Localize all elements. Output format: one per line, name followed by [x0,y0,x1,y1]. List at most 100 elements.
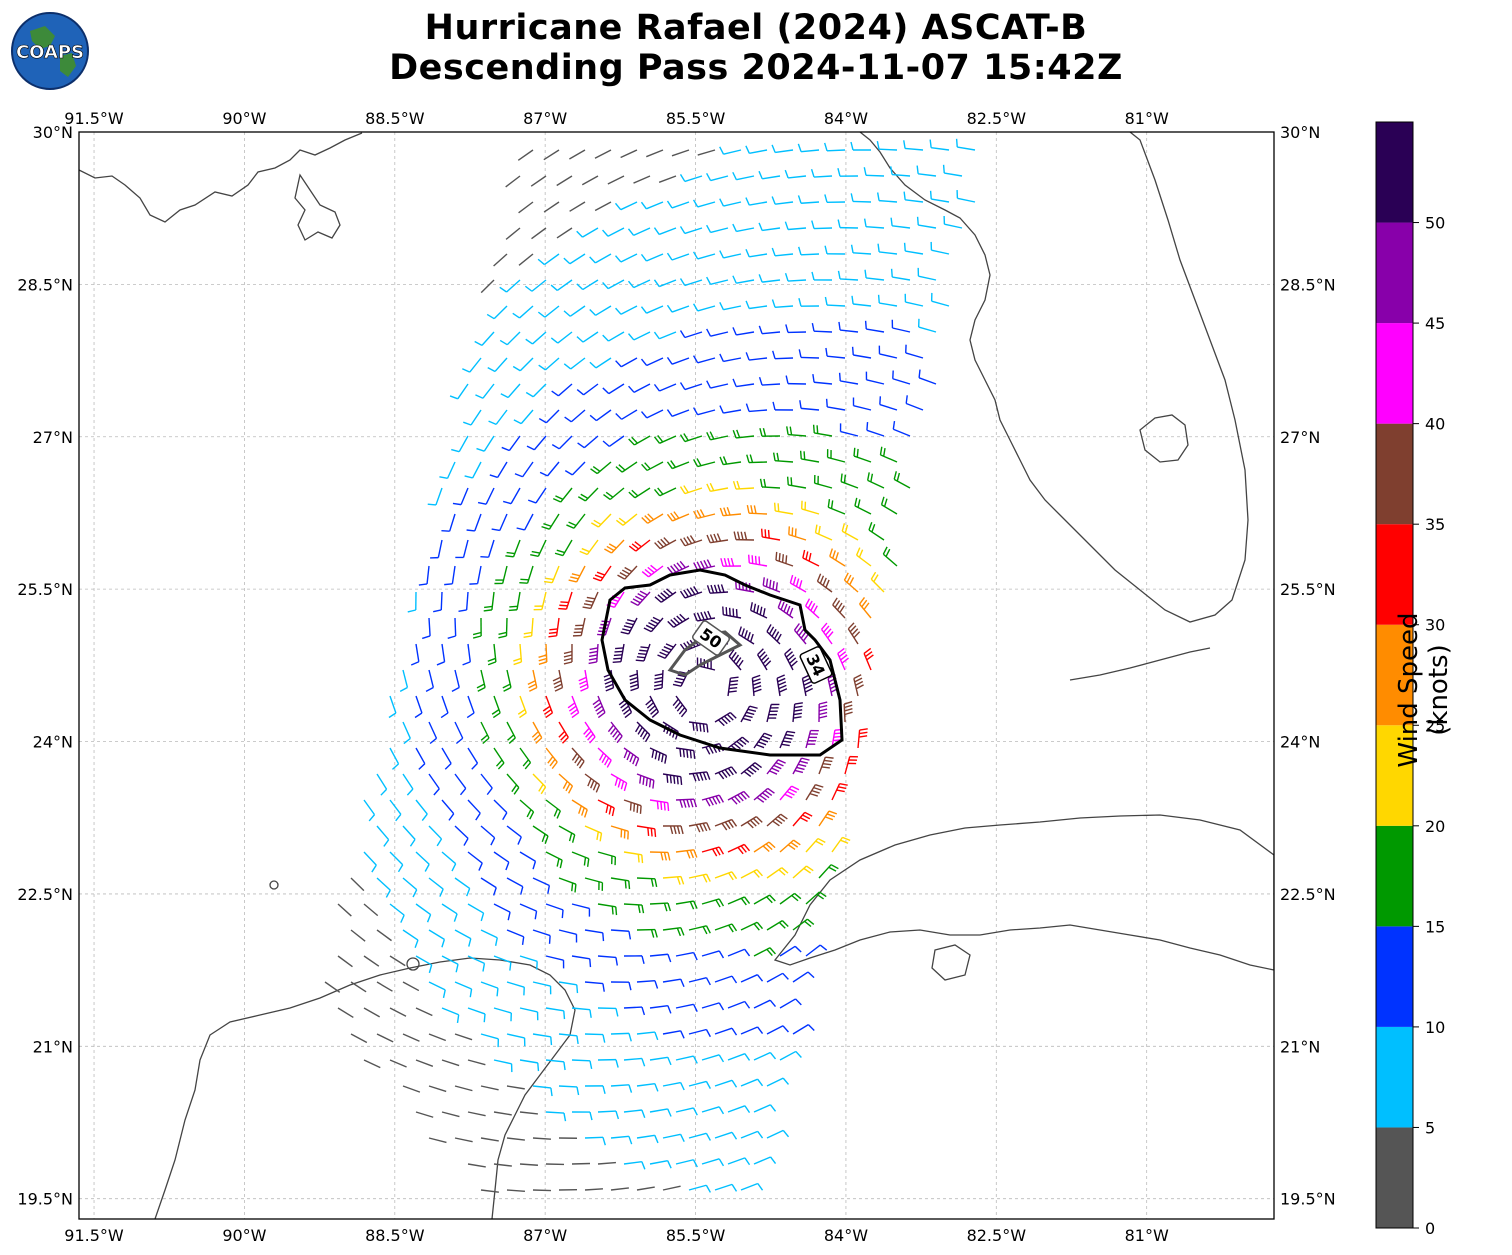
wind-barb [548,617,560,638]
wind-barb [813,474,833,489]
wind-barb [452,487,469,506]
wind-barb [891,319,911,333]
wind-barb [903,242,924,255]
yucatan-coast [154,957,576,1219]
wind-barb [850,193,872,203]
wind-barb [623,1109,646,1118]
wind-barb [688,976,711,986]
wind-barb [882,546,898,567]
wind-barb [866,472,885,489]
wind-barb [623,1006,646,1016]
wind-barb [513,643,523,666]
wind-barb [789,574,807,593]
wind-barb [467,1111,486,1117]
lon-tick-label: 81°W [1125,109,1169,128]
wind-barb [454,721,464,745]
wind-barb [675,747,696,759]
wind-barb [604,539,625,554]
wind-barb [617,565,638,580]
lon-tick-label: 85.5°W [666,1226,726,1245]
wind-barb [525,331,547,345]
wind-barb [389,851,404,873]
wind-barb [363,903,379,917]
wind-barb [389,1007,407,1017]
wind-barb [837,270,859,281]
wind-barb [532,773,547,795]
wind-barb [905,395,924,411]
wind-barb [636,877,658,887]
wind-barb [607,175,625,185]
wind-barb [635,721,651,743]
wind-barb [675,798,698,808]
wind-barb [831,836,851,853]
wind-barb [571,851,590,867]
wind-barb [506,825,522,845]
wind-barb [428,1085,447,1093]
wind-barb [714,711,737,727]
wind-barb [654,537,677,550]
wind-barb [451,669,460,692]
wind-barb [701,1158,725,1167]
wind-barb [662,875,685,885]
wind-barb [584,981,605,992]
wind-barb [825,398,846,411]
wind-barb [719,353,742,363]
wind-barb [480,1085,499,1091]
wind-barb [623,955,645,965]
wind-barb [499,331,521,346]
wind-barb [480,539,495,558]
wind-barb [759,478,781,489]
wind-barb [441,903,458,922]
wind-barb [693,458,716,468]
wind-barb [777,599,794,619]
wind-barb [653,487,677,497]
wind-barb [441,1007,460,1024]
wind-barb [538,409,560,424]
lat-tick-label: 27°N [1280,428,1320,447]
wind-barb [865,371,885,385]
wind-barb [577,487,599,502]
wind-barb [518,201,534,214]
wind-barb [776,674,788,697]
wind-barb [740,705,758,723]
wind-barb [675,900,698,910]
wind-barb [550,279,573,292]
wind-barb [714,923,738,933]
wind-barb [876,141,898,151]
wind-barb [733,531,755,541]
lake-okeechobee [1139,414,1189,463]
wind-barb [706,328,729,337]
wind-barb [745,197,768,206]
wind-barb [597,1007,619,1017]
wind-barb [877,294,898,307]
wind-barb [693,610,716,622]
wind-barb [469,565,482,585]
wind-barb [738,626,755,645]
wind-barb [402,721,411,745]
wind-barb [666,304,690,313]
wind-barb [545,1059,566,1071]
wind-barb [641,564,664,578]
wind-barb [563,357,586,370]
wind-barb [615,513,638,526]
wind-barb [597,903,618,916]
wind-barb [701,1054,725,1063]
wind-barb [628,539,651,552]
wind-barb [545,747,558,770]
wind-barb [519,565,534,584]
wind-barb [675,1107,698,1116]
wind-barb [851,346,872,359]
wind-barb [563,305,586,317]
wind-barb [551,435,573,450]
wind-barb [943,215,963,229]
wind-barb [823,142,846,152]
wind-barb [543,565,560,584]
wind-barb [758,274,781,283]
wind-barb [679,278,703,287]
wind-barb [784,169,807,179]
wind-barb [506,773,520,795]
colorbar-bin [1376,222,1413,324]
wind-barb [850,244,872,255]
wind-barb [641,513,664,524]
wind-barb [467,903,485,922]
